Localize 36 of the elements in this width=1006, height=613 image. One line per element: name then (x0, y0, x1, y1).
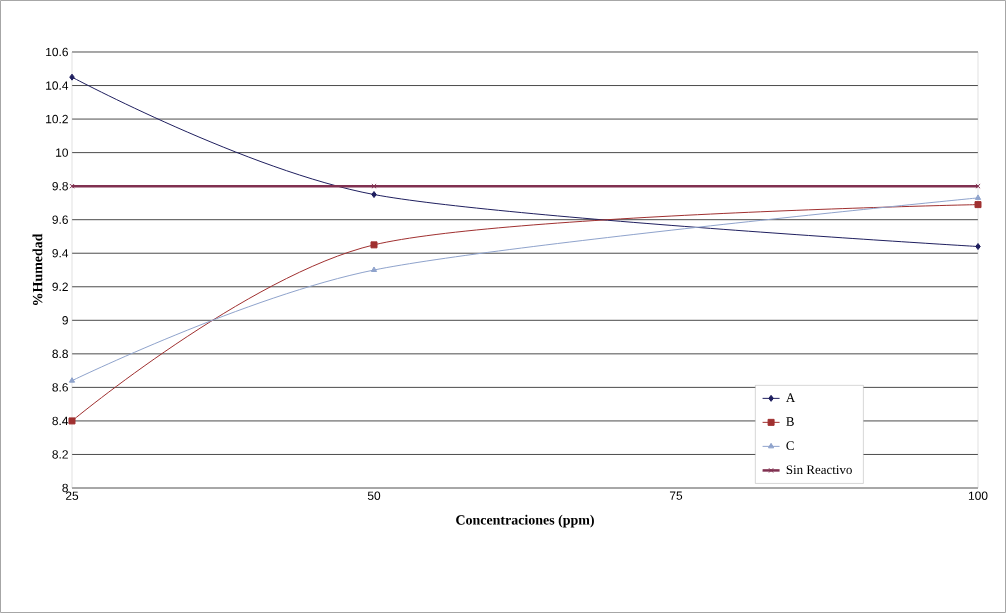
y-tick-label: 10 (56, 148, 69, 157)
point (69, 73, 75, 81)
point (371, 183, 377, 189)
y-tick-label: 9.8 (52, 181, 68, 191)
y-tick-label: 10.2 (46, 114, 68, 124)
x-axis-title: Concentraciones (ppm) (456, 514, 594, 528)
y-tick-label: 9.6 (52, 215, 68, 224)
y-axis-title: %Humedad (32, 233, 43, 305)
y-tick-label: 9.2 (52, 282, 68, 291)
x-tick-label: 25 (65, 491, 79, 500)
point (975, 243, 981, 251)
y-tick-label: 8.2 (52, 450, 68, 459)
legend-label: C (786, 441, 794, 451)
x-tick-label: 75 (669, 491, 683, 500)
x-tick-label: 50 (367, 491, 381, 500)
point (68, 377, 76, 383)
y-tick-label: 10.4 (46, 81, 69, 90)
y-tick-label: 8.4 (52, 416, 69, 426)
y-tick-label: 10.6 (46, 47, 68, 57)
point (370, 241, 378, 249)
point (974, 201, 982, 209)
legend-label: Sin Reactivo (786, 465, 852, 475)
point (974, 194, 982, 200)
point (370, 266, 378, 272)
legend-label: B (786, 417, 794, 426)
x-tick-label: 100 (968, 491, 988, 500)
y-tick-label: 8 (62, 483, 68, 493)
point (371, 191, 377, 199)
point (68, 417, 76, 425)
y-tick-label: 9.4 (52, 249, 69, 258)
legend-label: A (785, 393, 796, 402)
point (69, 183, 75, 189)
y-tick-label: 9 (62, 316, 68, 325)
point (975, 183, 981, 189)
y-tick-label: 8.6 (52, 383, 68, 392)
y-tick-label: 8.8 (52, 349, 68, 359)
